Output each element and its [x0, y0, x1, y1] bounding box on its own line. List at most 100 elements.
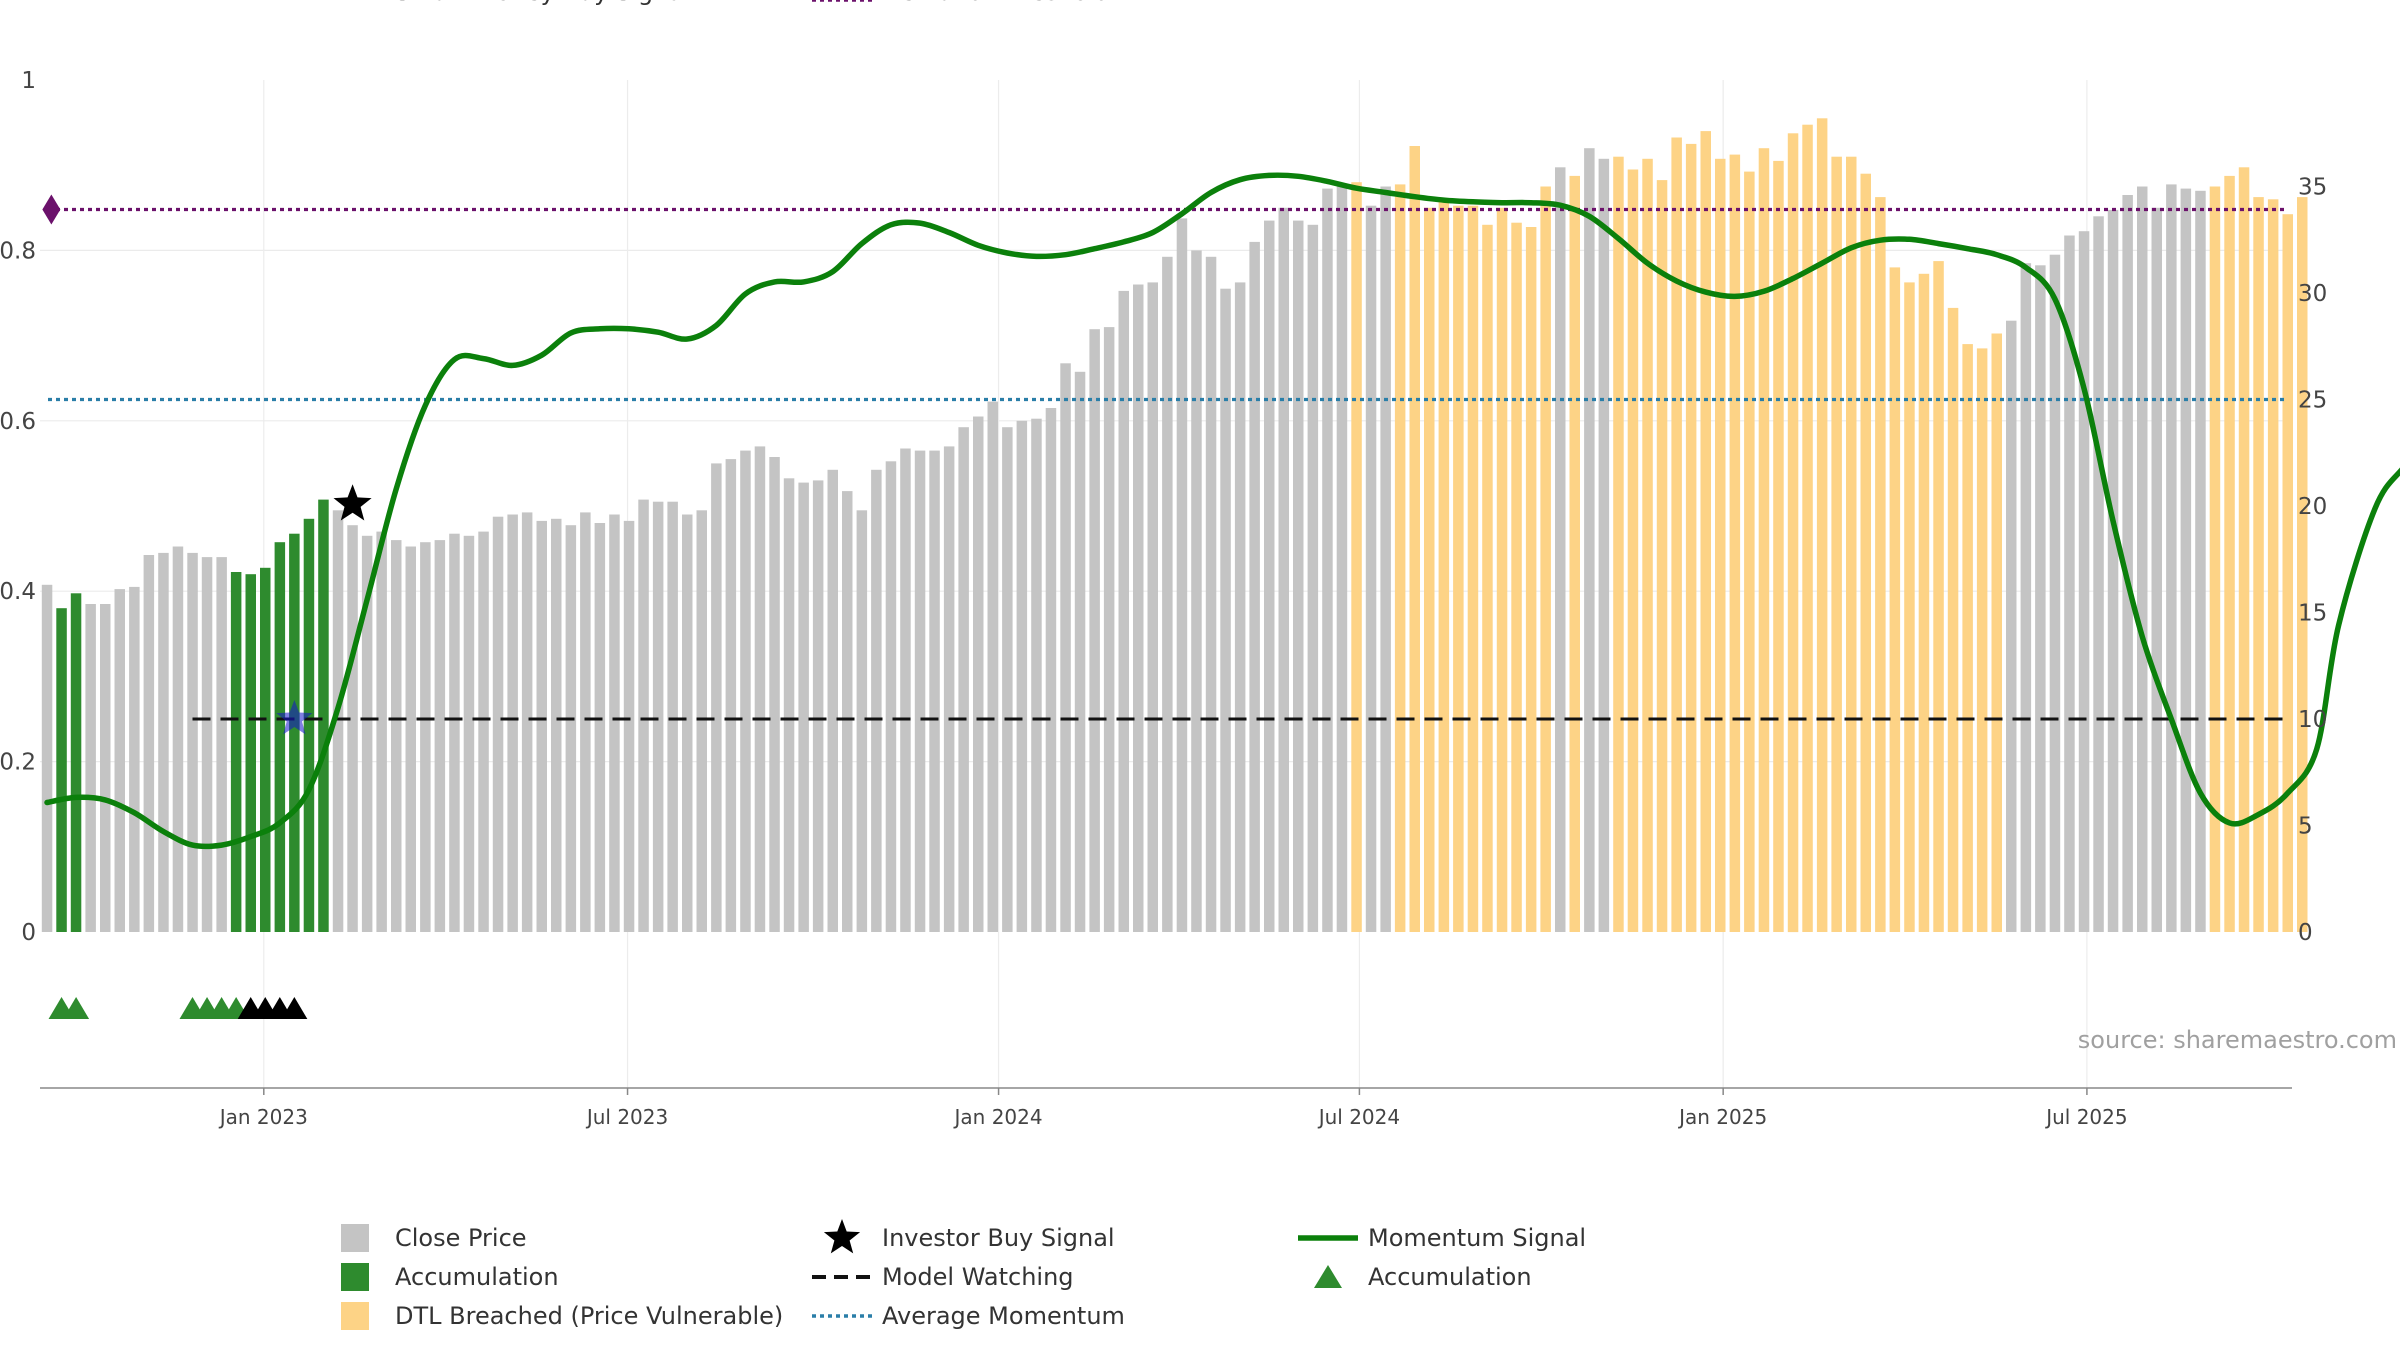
close-price-bar: [361, 535, 373, 932]
dtl-breached-bar: [1394, 184, 1406, 932]
close-price-bar: [623, 520, 635, 932]
close-price-bar: [725, 459, 737, 932]
close-price-bar: [536, 520, 547, 932]
dtl-breached-bar: [1656, 180, 1668, 933]
close-price-bar: [1365, 205, 1377, 932]
close-price-bar: [1016, 420, 1028, 932]
dtl-breached-bar: [1671, 137, 1682, 932]
dtl-breached-bar: [1496, 207, 1508, 933]
close-price-bar: [1089, 329, 1100, 932]
close-price-bar: [929, 450, 940, 932]
close-price-bar: [391, 540, 402, 932]
dtl-breached-bar: [1947, 307, 1959, 932]
legend-accumulation-triangle: [1314, 1265, 1342, 1288]
dtl-breached-bar: [1802, 124, 1813, 932]
dtl-breached-bar: [1409, 146, 1420, 932]
close-price-bar: [100, 604, 111, 932]
close-price-bar: [2078, 231, 2090, 932]
accumulation-bar: [260, 567, 271, 932]
right-y-tick-label: 35: [2298, 175, 2327, 201]
close-price-bar: [1133, 284, 1144, 932]
model-watching-triangle: [281, 997, 308, 1019]
close-price-bar: [943, 446, 955, 932]
dtl-breached-bar: [2238, 167, 2250, 933]
close-price-bar: [1584, 148, 1595, 932]
close-price-bar: [551, 518, 562, 932]
dtl-breached-bar: [1569, 175, 1580, 932]
close-price-bar: [1162, 256, 1173, 932]
close-price-bar: [594, 523, 606, 932]
close-price-bar: [900, 448, 911, 932]
legend-accumulation-swatch: [341, 1263, 369, 1291]
dtl-breached-bar: [1685, 143, 1697, 932]
dtl-breached-bar: [2282, 214, 2293, 932]
close-price-bar: [216, 557, 227, 932]
close-price-bar: [158, 552, 169, 932]
close-price-bar: [2151, 207, 2162, 933]
dtl-breached-bar: [1933, 261, 1944, 933]
close-price-bar: [41, 584, 53, 932]
right-y-tick-label: 25: [2298, 388, 2327, 414]
x-tick-label: Jul 2023: [585, 1105, 668, 1129]
dtl-breached-bar: [1453, 205, 1464, 932]
close-price-bar: [1249, 241, 1260, 932]
close-price-bar: [871, 469, 882, 932]
close-price-bar: [2180, 188, 2192, 933]
close-price-bar: [1103, 327, 1115, 933]
left-y-tick-label: 0.2: [0, 750, 36, 776]
dtl-breached-bar: [1758, 148, 1770, 932]
dtl-breached-bar: [1962, 344, 1973, 933]
accumulation-bar: [303, 518, 315, 932]
close-price-bar: [1002, 427, 1013, 932]
signal-markers: [42, 194, 372, 735]
dtl-breached-bar: [1860, 173, 1871, 932]
dtl-breached-bar: [1773, 160, 1784, 932]
momentum-signal-series: [44, 172, 2400, 850]
smart-money-buy-signal-marker: [276, 700, 313, 735]
close-price-bar: [1220, 288, 1231, 932]
close-price-bar: [2064, 235, 2075, 932]
close-price-bar: [2137, 186, 2148, 932]
close-price-bar: [1380, 186, 1391, 932]
close-price-bar: [565, 525, 577, 932]
left-y-tick-label: 0: [21, 920, 36, 946]
close-price-bar: [1278, 207, 1289, 933]
dtl-breached-bar: [1700, 131, 1711, 933]
dtl-breached-bar: [2267, 199, 2279, 933]
close-price-bar: [2006, 320, 2017, 932]
dtl-breached-bar: [1351, 182, 1362, 932]
close-price-bar: [434, 540, 446, 932]
legend-demand-threshold-label: Demand Threshold: [882, 0, 1110, 6]
legend-dtl-breached-price-vulnerable-label: DTL Breached (Price Vulnerable): [395, 1302, 783, 1330]
close-price-bar: [1031, 418, 1042, 932]
dtl-breached-bar: [1744, 171, 1755, 933]
momentum-signal-line: [44, 172, 2400, 850]
close-price-bar: [2020, 263, 2032, 932]
close-price-bar: [478, 531, 489, 932]
legend-investor-buy-signal-label: Investor Buy Signal: [882, 1224, 1115, 1252]
dtl-breached-bar: [2253, 197, 2264, 933]
left-y-tick-label: 0.4: [0, 579, 36, 605]
close-price-bar: [827, 469, 838, 932]
dtl-breached-bar: [1976, 348, 1988, 932]
x-tick-label: Jan 2025: [1677, 1105, 1767, 1129]
reference-lines: [48, 207, 2288, 721]
close-price-bar: [987, 401, 998, 933]
close-price-bar: [682, 514, 693, 932]
close-price-bar: [958, 427, 969, 932]
accumulation-bar: [245, 574, 256, 932]
left-y-tick-label: 1: [21, 68, 36, 94]
legend: Close Price Accumulation DTL Breached (Pri…: [341, 0, 1586, 1330]
dtl-breached-bar: [1525, 227, 1537, 932]
accumulation-bar: [230, 572, 242, 932]
dtl-breached-bar: [1729, 154, 1741, 933]
close-price-bar: [973, 416, 984, 932]
x-tick-label: Jul 2025: [2044, 1105, 2127, 1129]
dtl-breached-bar: [1918, 273, 1930, 932]
close-price-bar: [754, 446, 766, 932]
dtl-breached-bar: [2224, 175, 2235, 932]
close-price-bar: [1293, 220, 1304, 933]
close-price-bar: [521, 512, 533, 932]
legend-close-price-label: Close Price: [395, 1224, 527, 1252]
legend-close-price-swatch: [341, 1224, 369, 1252]
